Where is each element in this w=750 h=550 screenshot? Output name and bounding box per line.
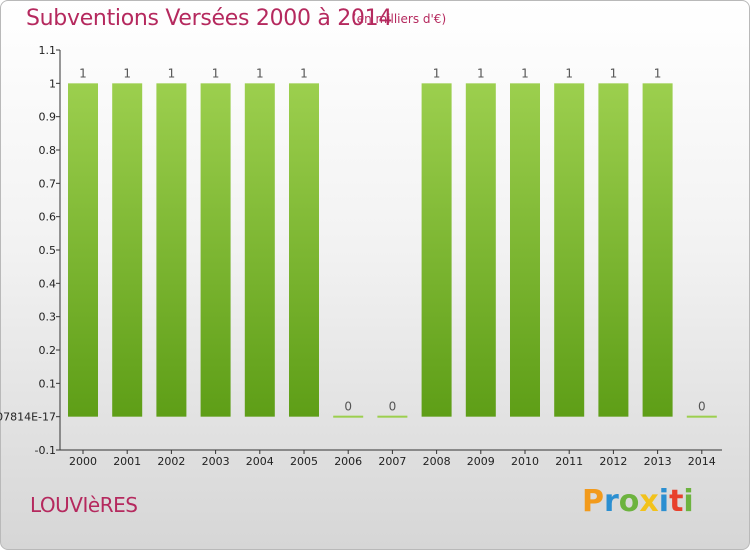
bar-value-label: 1 xyxy=(565,66,573,80)
bar-value-label: 0 xyxy=(389,400,397,414)
bar xyxy=(421,83,452,417)
bar-value-label: 1 xyxy=(123,66,131,80)
x-tick-label: 2005 xyxy=(290,455,318,468)
bar xyxy=(377,415,408,418)
logo-letter: t xyxy=(669,484,684,519)
x-tick-label: 2004 xyxy=(246,455,274,468)
x-tick-label: 2008 xyxy=(423,455,451,468)
x-tick-label: 2014 xyxy=(688,455,716,468)
x-tick-label: 2011 xyxy=(555,455,583,468)
y-tick-label: 0.9 xyxy=(39,111,57,124)
y-tick-label: 0.3 xyxy=(39,311,57,324)
proxiti-logo: Proxiti xyxy=(582,484,694,519)
bar xyxy=(68,83,98,417)
x-tick-label: 2013 xyxy=(644,455,672,468)
x-tick-label: 2006 xyxy=(334,455,362,468)
logo-letter: P xyxy=(582,484,604,519)
bar xyxy=(200,83,231,417)
logo-letter: o xyxy=(618,484,640,519)
bar xyxy=(642,83,673,417)
bar-value-label: 1 xyxy=(256,66,264,80)
y-tick-label: 0.1 xyxy=(39,377,57,390)
y-tick-label: -0.1 xyxy=(35,444,56,457)
chart-unit: (en milliers d'€) xyxy=(352,12,447,26)
y-tick-label: 0.5 xyxy=(39,244,57,257)
bar xyxy=(289,83,319,417)
bar-value-label: 0 xyxy=(344,400,352,414)
bar-value-label: 1 xyxy=(168,66,176,80)
y-tick-label: 0.8 xyxy=(39,144,57,157)
bar xyxy=(244,83,275,417)
commune-name: LOUVIèRES xyxy=(30,493,138,517)
bar-value-label: 1 xyxy=(433,66,441,80)
y-tick-label: 1 xyxy=(49,77,56,90)
bar xyxy=(112,83,143,417)
bar xyxy=(510,83,540,417)
x-tick-label: 2001 xyxy=(113,455,141,468)
logo-letter: x xyxy=(639,484,659,519)
y-tick-label: 1.1 xyxy=(39,44,57,57)
x-tick-label: 2012 xyxy=(599,455,627,468)
bar-value-label: 1 xyxy=(610,66,618,80)
bar-value-label: 1 xyxy=(300,66,308,80)
y-tick-label: -2.77555756156807814E-17 xyxy=(0,411,56,424)
x-tick-label: 2007 xyxy=(378,455,406,468)
bar xyxy=(598,83,629,417)
logo-letter: i xyxy=(683,484,694,519)
x-tick-label: 2003 xyxy=(202,455,230,468)
logo-letter: i xyxy=(658,484,670,519)
bar-value-label: 1 xyxy=(212,66,220,80)
y-tick-label: 0.4 xyxy=(39,277,57,290)
logo-letter: r xyxy=(604,484,619,519)
bar-value-label: 1 xyxy=(477,66,485,80)
bar-value-label: 1 xyxy=(521,66,529,80)
y-tick-label: 0.6 xyxy=(39,211,57,224)
x-tick-label: 2010 xyxy=(511,455,539,468)
bar-value-label: 1 xyxy=(79,66,87,80)
x-tick-label: 2000 xyxy=(69,455,97,468)
bar xyxy=(686,415,717,418)
bar xyxy=(156,83,187,417)
bar xyxy=(554,83,585,417)
bar-value-label: 1 xyxy=(654,66,662,80)
bar-value-label: 0 xyxy=(698,400,706,414)
chart-title: Subventions Versées 2000 à 2014 xyxy=(26,6,393,31)
y-tick-label: 0.2 xyxy=(39,344,57,357)
bar xyxy=(333,415,364,418)
bar xyxy=(465,83,496,417)
x-tick-label: 2009 xyxy=(467,455,495,468)
x-tick-label: 2002 xyxy=(157,455,185,468)
y-tick-label: 0.7 xyxy=(39,177,57,190)
